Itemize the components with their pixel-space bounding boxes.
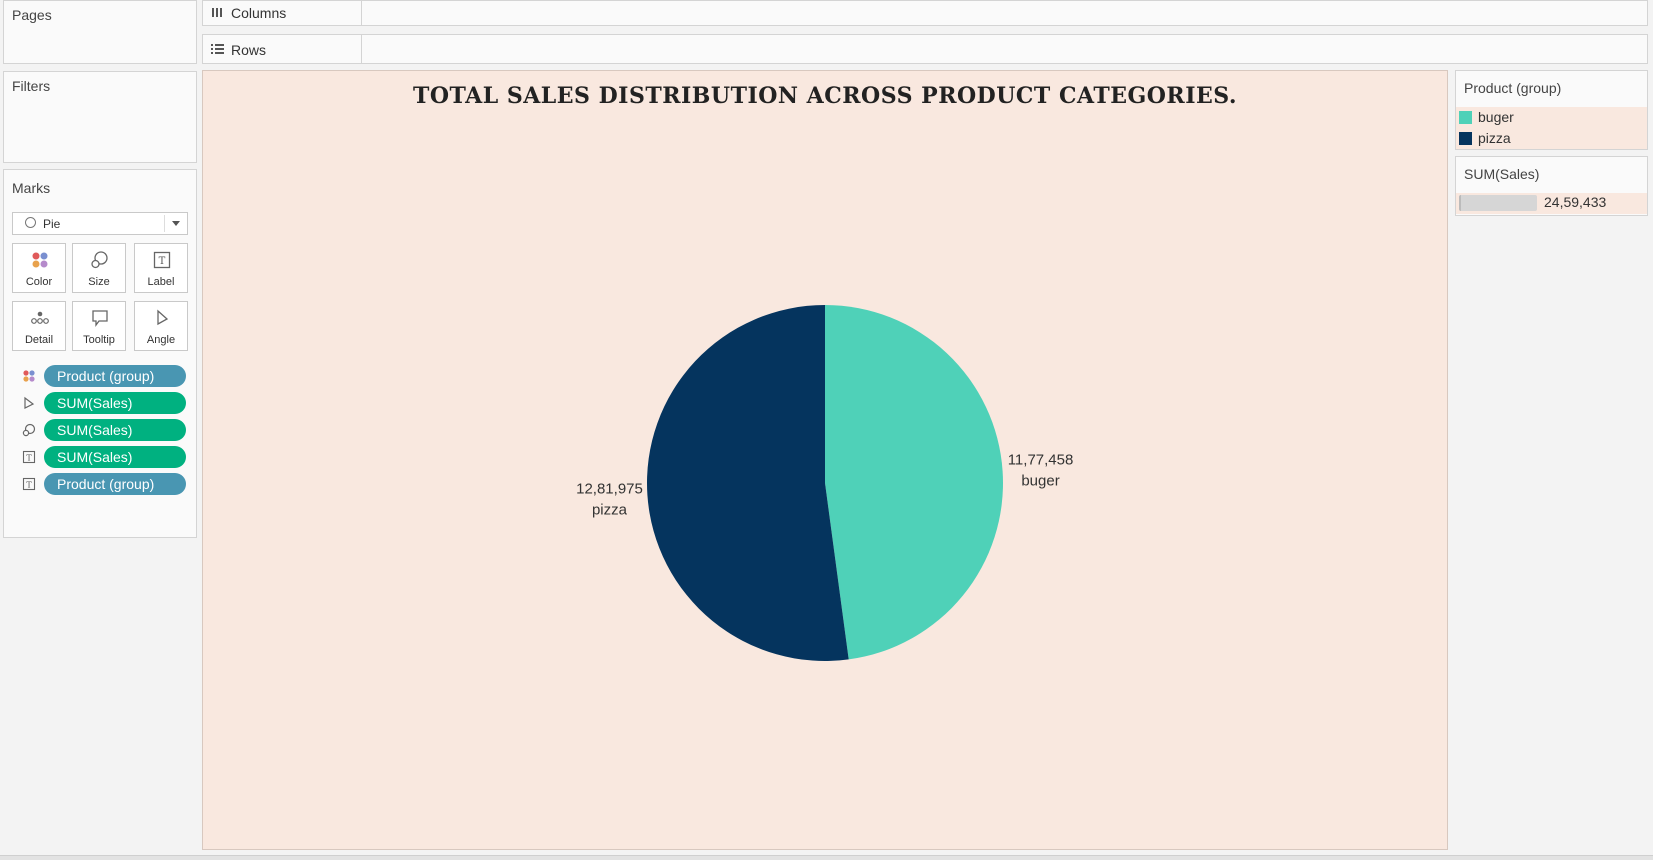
legend-swatch: [1459, 111, 1472, 124]
detail-button[interactable]: Detail: [12, 301, 66, 351]
label-button-label: Label: [147, 276, 175, 288]
columns-shelf-label: Columns: [203, 1, 362, 25]
pages-card[interactable]: Pages: [3, 0, 197, 64]
sum-sales-size-pill[interactable]: SUM(Sales): [44, 419, 186, 441]
pie-slice-pizza[interactable]: [646, 305, 849, 661]
tooltip-icon: [92, 310, 108, 327]
marks-pill-row: SUM(Sales): [22, 392, 188, 414]
bottom-tab-strip: [0, 855, 1653, 860]
size-button[interactable]: Size: [72, 243, 126, 293]
size-bar: [1459, 195, 1537, 211]
tooltip-button-label: Tooltip: [83, 334, 115, 346]
chart-title: TOTAL SALES DISTRIBUTION ACROSS PRODUCT …: [412, 83, 1238, 109]
filters-card[interactable]: Filters: [3, 71, 197, 163]
sum-sales-label-pill[interactable]: SUM(Sales): [44, 446, 186, 468]
legend-label: pizza: [1478, 130, 1511, 146]
legend-label: buger: [1478, 109, 1514, 125]
product-group-color-pill[interactable]: Product (group): [44, 365, 186, 387]
marks-pill-row: T Product (group): [22, 473, 188, 495]
slice-value-label: 11,77,458: [1008, 452, 1074, 469]
pie-icon: [25, 217, 36, 228]
sum-sales-angle-pill[interactable]: SUM(Sales): [44, 392, 186, 414]
chart-view[interactable]: TOTAL SALES DISTRIBUTION ACROSS PRODUCT …: [202, 70, 1448, 850]
color-dots-icon: [23, 370, 35, 382]
mark-type-dropdown[interactable]: Pie: [12, 212, 188, 235]
svg-text:T: T: [26, 454, 32, 463]
rows-label: Rows: [231, 42, 267, 58]
angle-button-label: Angle: [146, 334, 176, 346]
legend-item-buger[interactable]: buger: [1456, 107, 1647, 128]
legend-swatch: [1459, 132, 1472, 145]
size-icon: [91, 251, 108, 269]
mark-type-label: Pie: [43, 217, 61, 231]
size-legend-item: 24,59,433: [1456, 193, 1647, 214]
marks-card: Marks Pie Color Size T Label: [3, 169, 197, 538]
dropdown-separator: [164, 215, 165, 232]
marks-title: Marks: [12, 180, 51, 196]
color-legend[interactable]: Product (group) buger pizza: [1455, 70, 1648, 150]
size-button-label: Size: [88, 276, 110, 288]
label-icon: T: [22, 477, 36, 491]
pie-chart[interactable]: 11,77,458 buger 12,81,975 pizza: [203, 71, 1447, 849]
angle-icon: [157, 309, 169, 326]
filters-title: Filters: [12, 78, 51, 94]
chevron-down-icon[interactable]: [172, 221, 180, 226]
label-button[interactable]: T Label: [134, 243, 188, 293]
angle-button[interactable]: Angle: [134, 301, 188, 351]
pages-title: Pages: [12, 7, 52, 23]
slice-category-label: pizza: [592, 501, 628, 518]
rows-shelf-label: Rows: [203, 35, 362, 63]
rows-icon: [211, 44, 224, 54]
size-legend-title: SUM(Sales): [1464, 166, 1540, 182]
size-legend-value: 24,59,433: [1544, 194, 1607, 210]
color-button-label: Color: [25, 276, 53, 288]
svg-text:T: T: [159, 256, 166, 267]
color-dots-icon: [32, 252, 48, 268]
product-group-label-pill[interactable]: Product (group): [44, 473, 186, 495]
detail-icon: [31, 311, 49, 324]
marks-pill-row: Product (group): [22, 365, 188, 387]
rows-shelf[interactable]: Rows: [202, 34, 1648, 64]
columns-icon: [212, 8, 222, 17]
slice-category-label: buger: [1021, 473, 1059, 490]
legend-item-pizza[interactable]: pizza: [1456, 128, 1647, 149]
size-legend[interactable]: SUM(Sales) 24,59,433: [1455, 156, 1648, 216]
pie-slice-buger[interactable]: [825, 305, 1003, 660]
label-icon: T: [22, 450, 36, 464]
slice-value-label: 12,81,975: [576, 480, 643, 497]
detail-button-label: Detail: [24, 334, 54, 346]
marks-pill-row: SUM(Sales): [22, 419, 188, 441]
size-icon: [22, 423, 36, 437]
color-button[interactable]: Color: [12, 243, 66, 293]
tooltip-button[interactable]: Tooltip: [72, 301, 126, 351]
svg-text:T: T: [26, 481, 32, 490]
marks-pill-row: T SUM(Sales): [22, 446, 188, 468]
label-icon: T: [153, 251, 171, 269]
columns-label: Columns: [231, 5, 287, 21]
columns-shelf[interactable]: Columns: [202, 0, 1648, 26]
angle-icon: [24, 396, 35, 409]
color-legend-title: Product (group): [1464, 80, 1562, 96]
